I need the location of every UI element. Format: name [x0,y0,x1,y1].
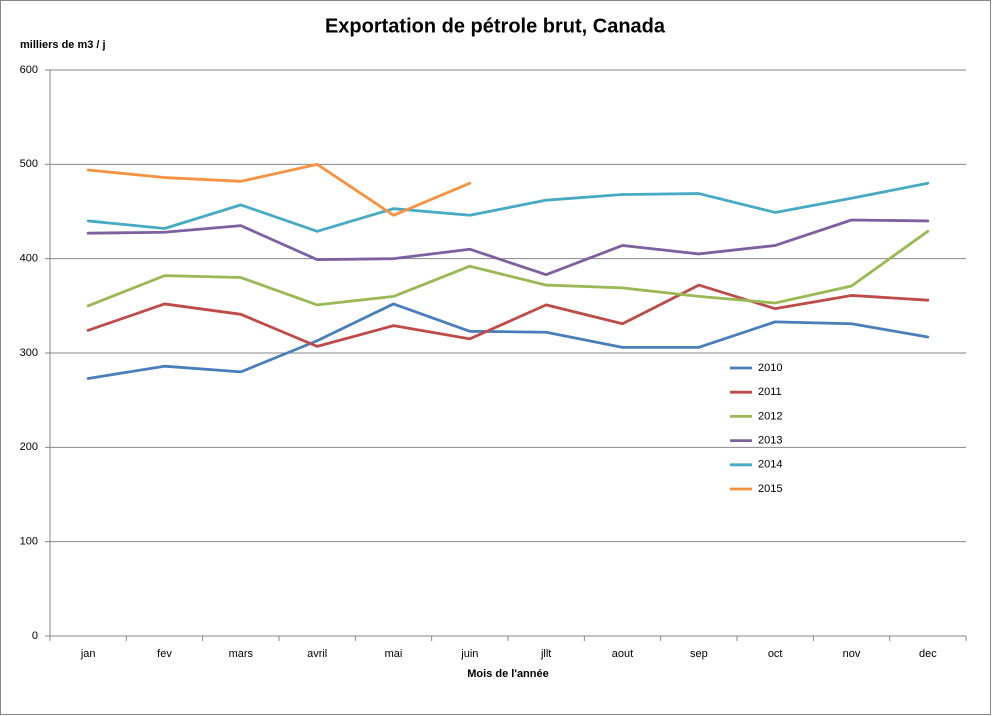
chart-title: Exportation de pétrole brut, Canada [325,15,666,37]
x-tick-label: nov [843,648,861,660]
legend-label: 2011 [758,386,782,398]
y-tick-label: 300 [20,347,38,359]
x-tick-label: dec [919,648,937,660]
legend-label: 2010 [758,362,782,374]
x-tick-label: jllt [540,648,551,660]
x-axis-label: Mois de l'année [467,668,548,680]
x-tick-label: aout [612,648,633,660]
x-tick-label: oct [768,648,783,660]
y-tick-label: 200 [20,441,38,453]
series-line [86,218,930,277]
y-tick-label: 400 [20,253,38,265]
legend-label: 2013 [758,435,782,447]
x-tick-label: jan [80,648,96,660]
y-axis-label: milliers de m3 / j [20,39,106,51]
x-tick-label: mai [385,648,403,660]
x-tick-label: mars [229,648,254,660]
legend-label: 2014 [758,459,782,471]
x-tick-label: juin [460,648,478,660]
legend-label: 2015 [758,483,782,495]
series-line [86,162,472,217]
series-line [86,181,930,233]
series-line [86,229,930,308]
x-tick-label: fev [157,648,172,660]
legend-label: 2012 [758,410,782,422]
y-tick-label: 600 [20,64,38,76]
series-line [86,302,930,380]
x-tick-label: avril [307,648,327,660]
y-tick-label: 0 [32,630,38,642]
series-line [86,283,930,348]
y-tick-label: 100 [20,536,38,548]
x-tick-label: sep [690,648,708,660]
y-tick-label: 500 [20,158,38,170]
